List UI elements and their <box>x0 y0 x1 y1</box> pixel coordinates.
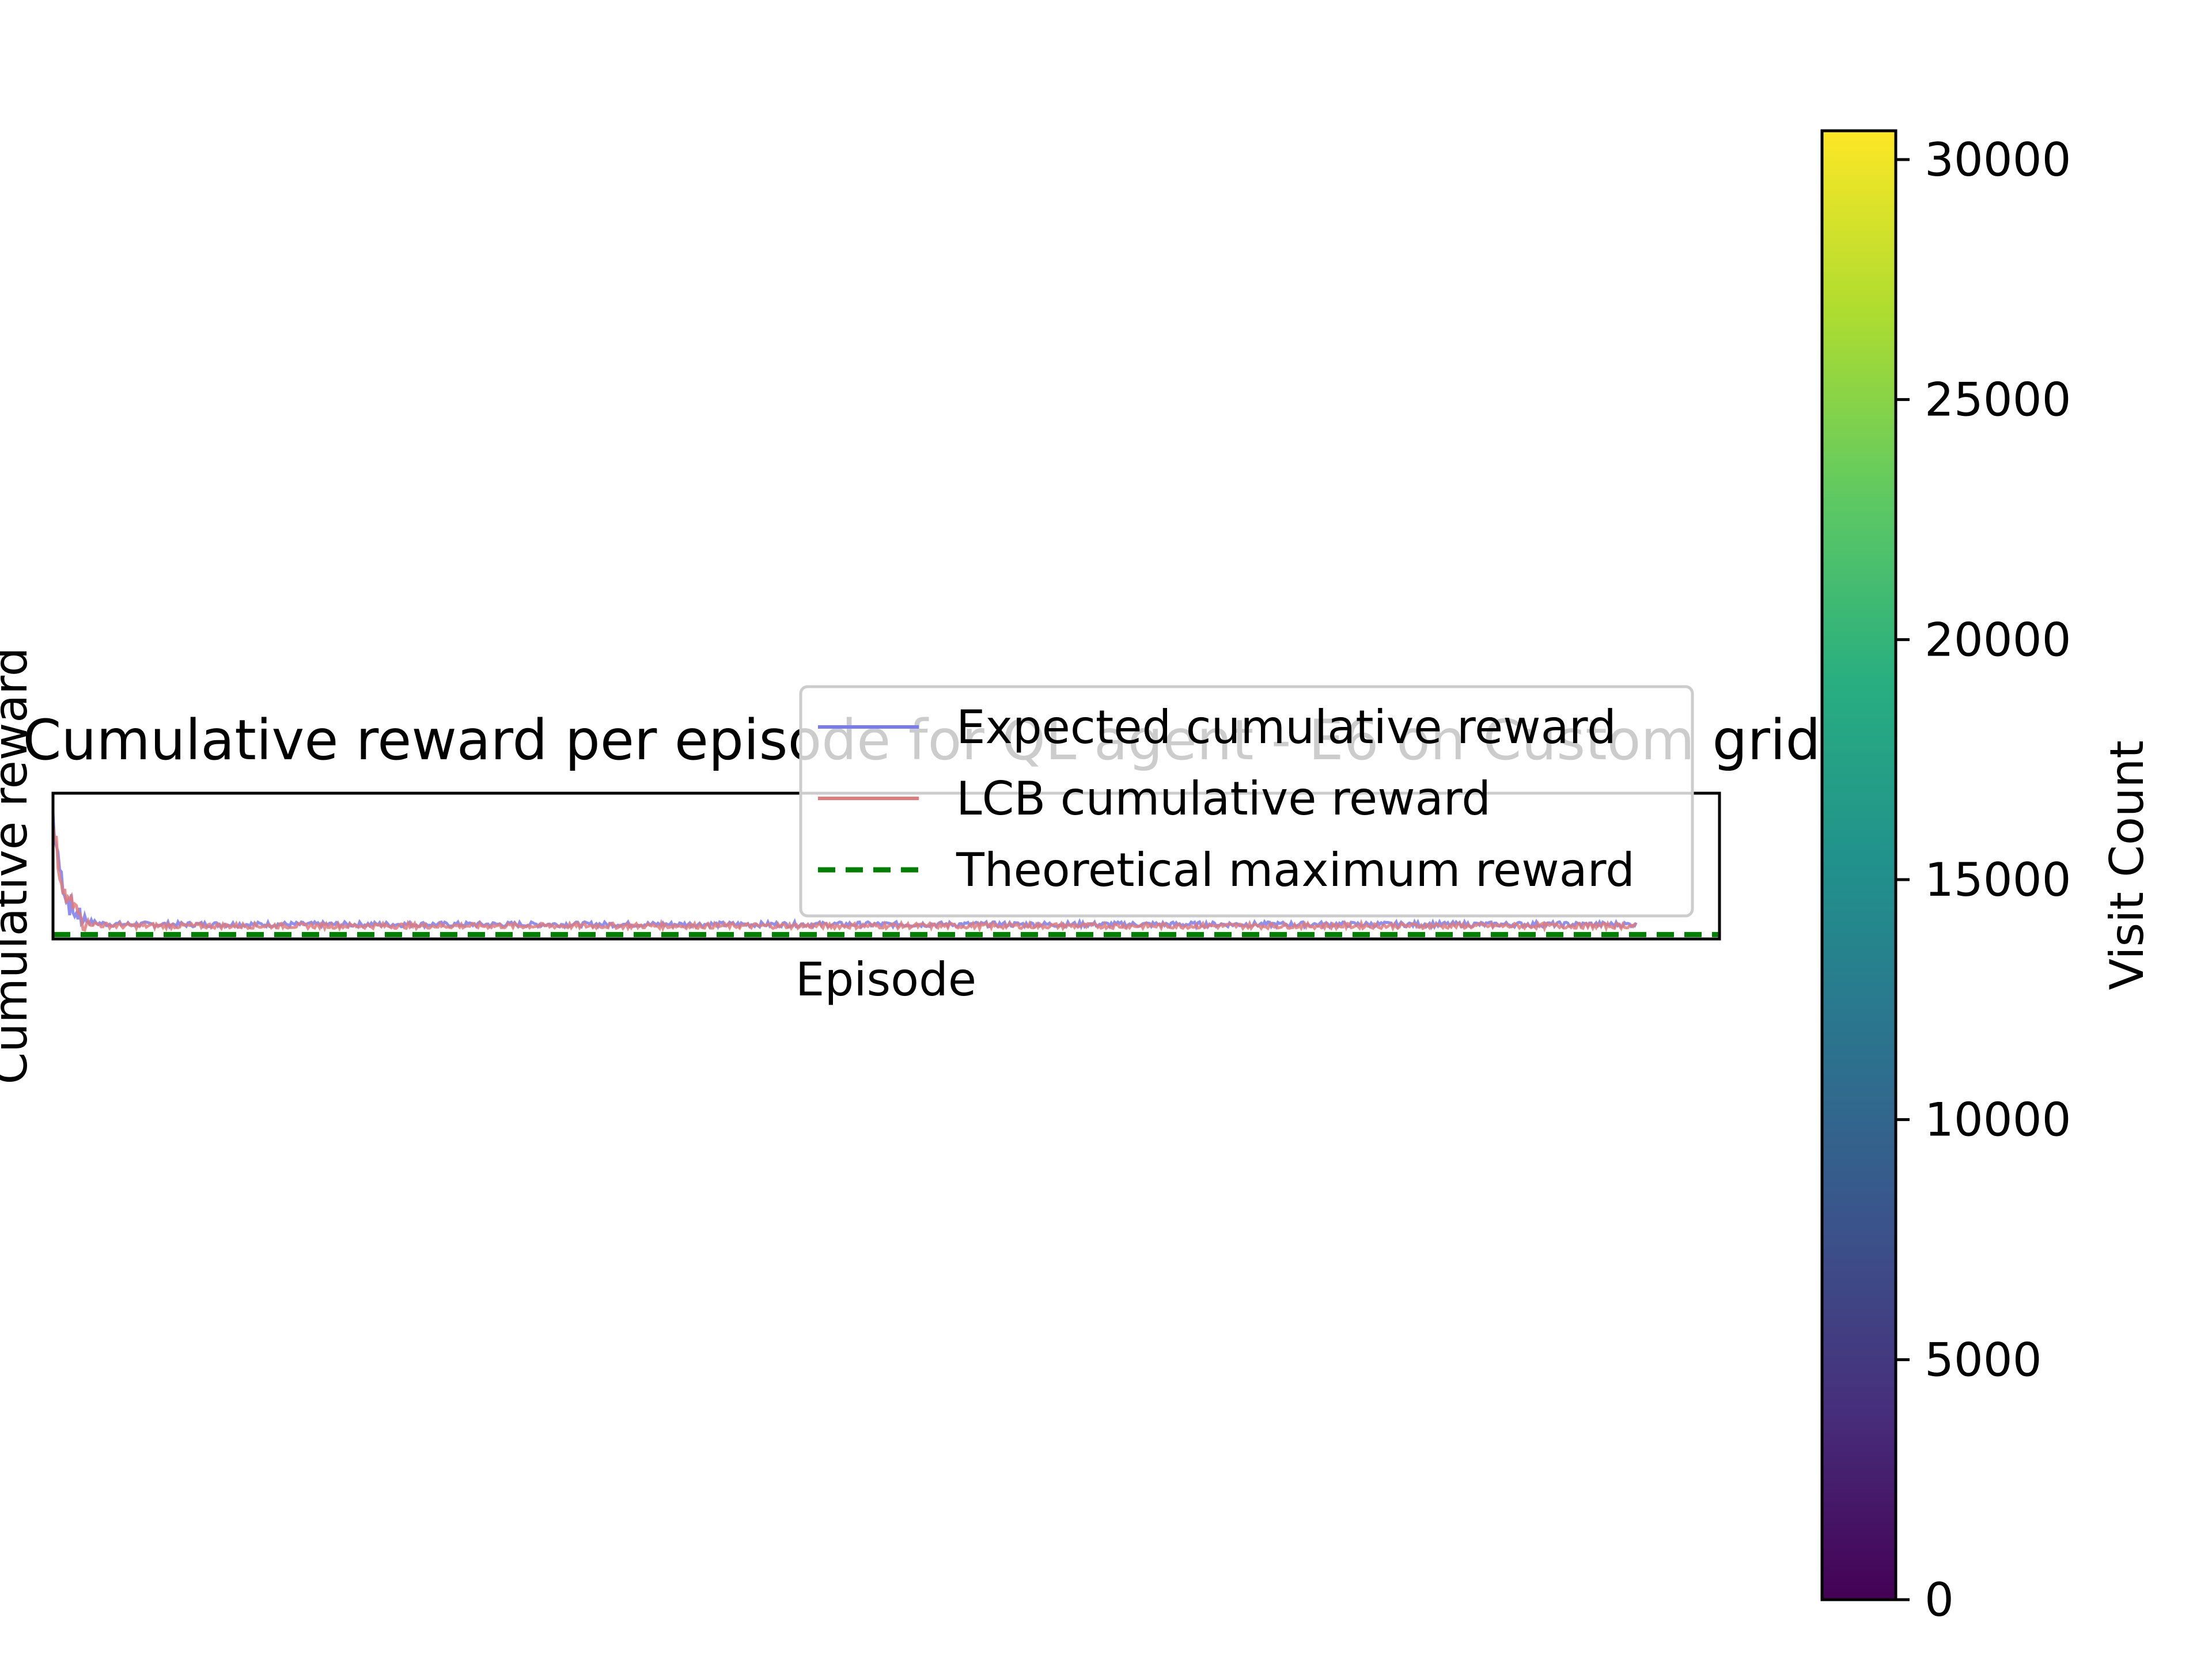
colorbar-label: Visit Count <box>2100 740 2154 990</box>
legend-label-theoretical-max: Theoretical maximum reward <box>956 843 1635 897</box>
legend-box <box>799 685 1694 918</box>
x-axis-label: Episode <box>796 953 976 1006</box>
colorbar-tick-label: 0 <box>1925 1573 1954 1627</box>
legend: Expected cumulative reward LCB cumulativ… <box>799 685 1694 918</box>
colorbar-tick-label: 25000 <box>1925 373 2071 427</box>
colorbar-gradient <box>1820 129 1897 1601</box>
colorbar-tick-label: 20000 <box>1925 613 2071 666</box>
legend-label-lcb: LCB cumulative reward <box>956 772 1491 825</box>
colorbar-tick-label: 10000 <box>1925 1093 2071 1147</box>
y-axis-label: Cumulative reward <box>0 647 37 1084</box>
colorbar-tick-label: 5000 <box>1925 1333 2042 1387</box>
plot-area <box>51 791 1721 941</box>
colorbar: 0 5000 10000 15000 20000 25000 30000 Visit Cou… <box>1820 129 2154 1627</box>
legend-label-expected: Expected cumulative reward <box>956 700 1616 754</box>
colorbar-tick-label: 15000 <box>1925 853 2071 907</box>
lcb-reward-line <box>53 826 1637 933</box>
colorbar-tick-label: 30000 <box>1925 133 2071 187</box>
